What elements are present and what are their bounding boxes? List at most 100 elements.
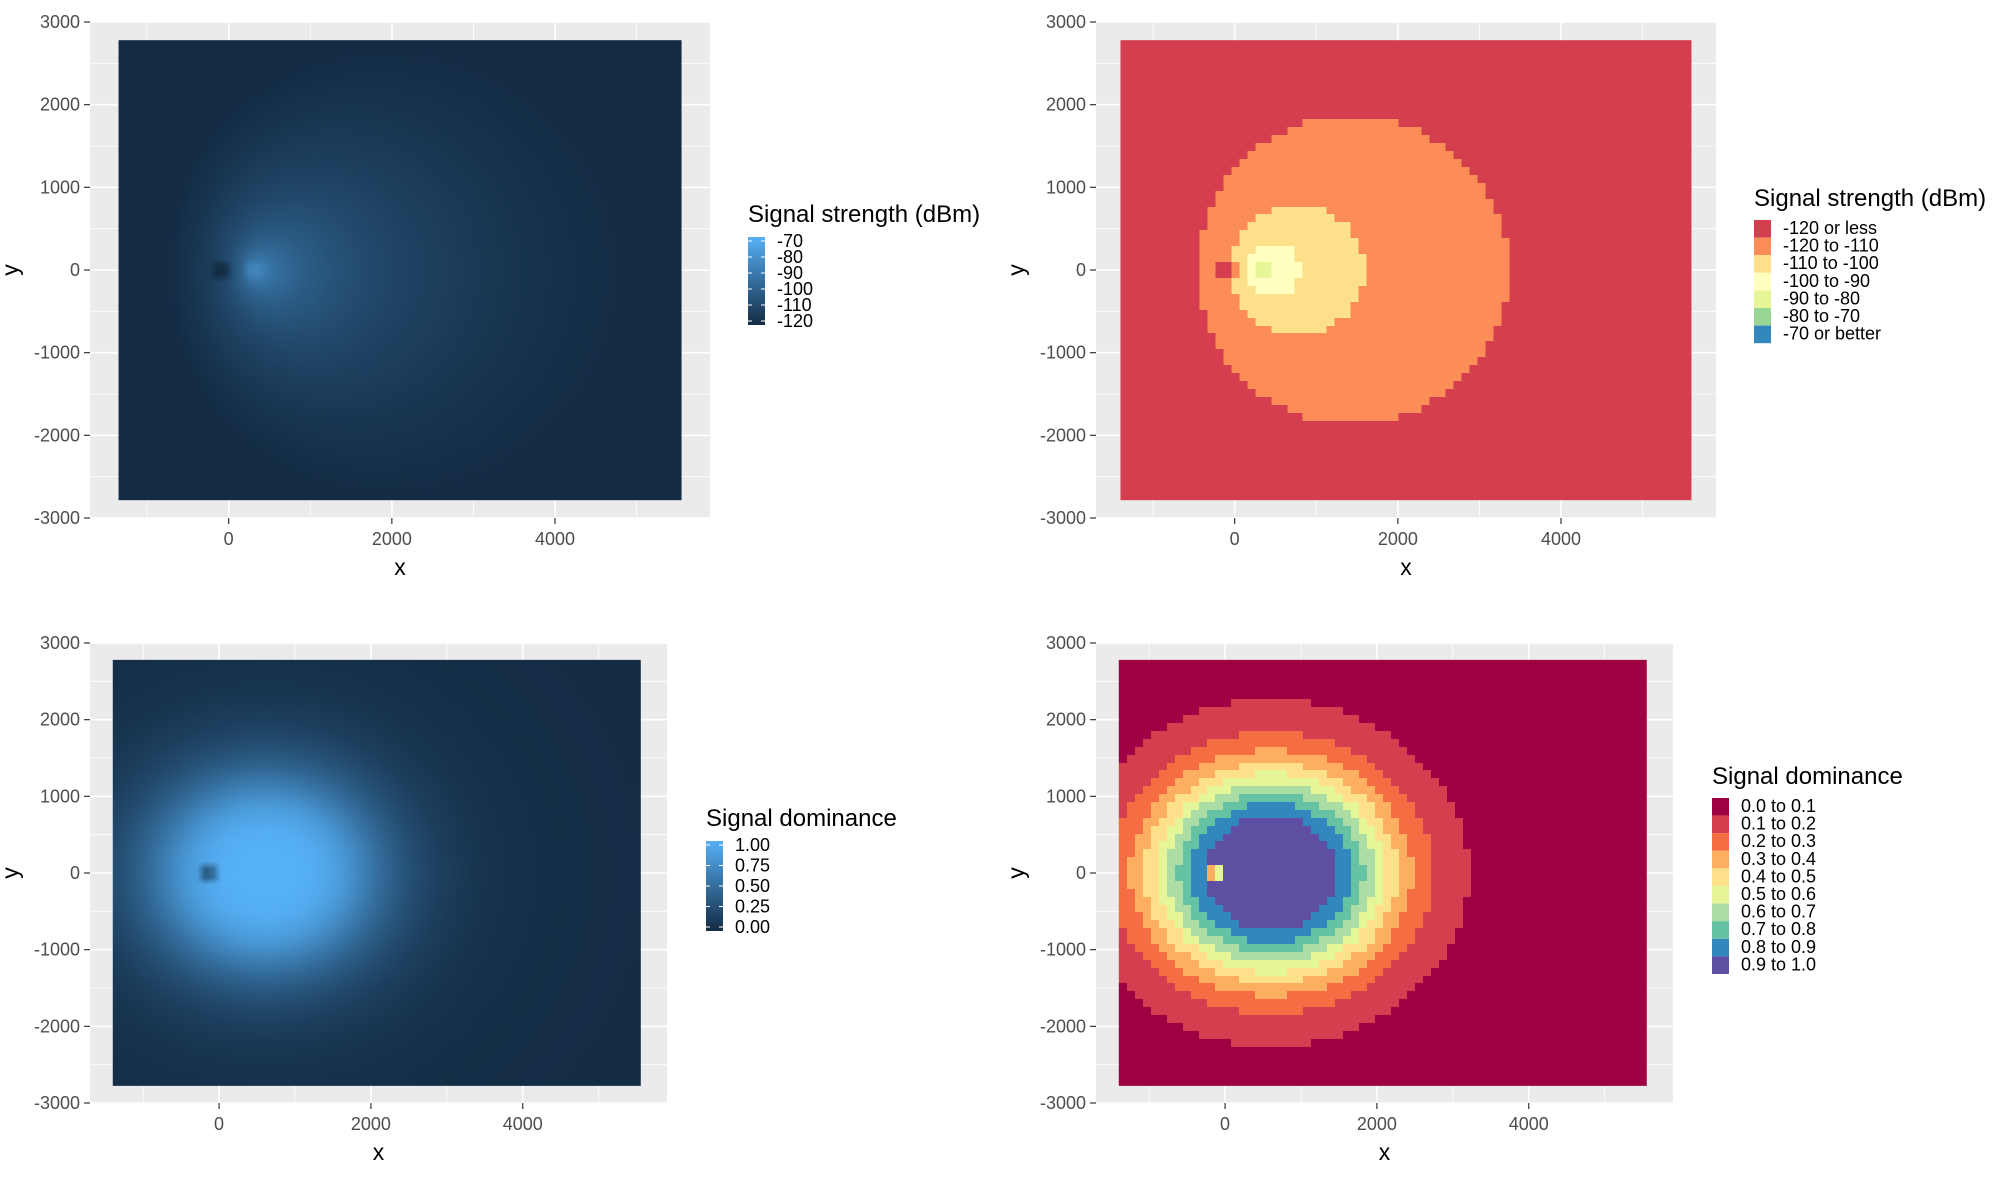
x-tick-label: 0 bbox=[214, 1114, 224, 1134]
panel-p4: 3000 2000 1000 0 -1000 -2000 -3000 0 2000 4000 x y S… bbox=[1003, 633, 1903, 1165]
legend-label: -70 or better bbox=[1783, 324, 1881, 344]
legend-title: Signal dominance bbox=[706, 805, 897, 832]
legend-key bbox=[1712, 868, 1729, 886]
y-tick-label: 0 bbox=[1076, 260, 1086, 280]
legend-key bbox=[1712, 956, 1729, 974]
x-tick-label: 0 bbox=[1220, 1114, 1230, 1134]
x-tick-label: 0 bbox=[1230, 529, 1240, 549]
legend-key bbox=[1712, 815, 1729, 834]
x-axis-title: x bbox=[1379, 1139, 1391, 1165]
y-tick-label: -3000 bbox=[34, 508, 80, 528]
x-tick-label: 2000 bbox=[1357, 1114, 1397, 1134]
x-tick-label: 4000 bbox=[535, 529, 575, 549]
legend-key bbox=[1754, 272, 1771, 291]
legend-key bbox=[1712, 921, 1729, 939]
legend-colorbar bbox=[706, 841, 723, 931]
y-tick-label: 1000 bbox=[1046, 177, 1086, 197]
y-tick-label: 0 bbox=[70, 260, 80, 280]
y-tick-label: -1000 bbox=[34, 343, 80, 363]
legend-title: Signal dominance bbox=[1712, 763, 1903, 790]
y-tick-label: -3000 bbox=[1040, 508, 1086, 528]
y-axis-title: y bbox=[1003, 867, 1029, 879]
legend-label: -120 bbox=[777, 311, 813, 331]
legend-label: -100 bbox=[777, 279, 813, 299]
y-axis-title: y bbox=[0, 867, 23, 879]
y-axis: 3000 2000 1000 0 -1000 -2000 -3000 bbox=[34, 633, 90, 1113]
panel-p3: 3000 2000 1000 0 -1000 -2000 -3000 0 2000 4000 x y S… bbox=[0, 633, 897, 1165]
legend-label: 0.5 to 0.6 bbox=[1741, 884, 1816, 904]
x-tick-label: 4000 bbox=[503, 1114, 543, 1134]
y-tick-label: 2000 bbox=[1046, 710, 1086, 730]
legend-title: Signal strength (dBm) bbox=[748, 201, 980, 228]
legend-key bbox=[1712, 850, 1729, 869]
x-tick-label: 2000 bbox=[351, 1114, 391, 1134]
y-axis: 3000 2000 1000 0 -1000 -2000 -3000 bbox=[1040, 12, 1096, 528]
x-axis: 0 2000 4000 bbox=[1220, 1103, 1549, 1134]
y-tick-label: -2000 bbox=[34, 425, 80, 445]
legend-label: -80 to -70 bbox=[1783, 306, 1860, 326]
y-tick-label: -1000 bbox=[34, 940, 80, 960]
legend-colorbar bbox=[748, 237, 765, 325]
y-tick-label: -2000 bbox=[34, 1016, 80, 1036]
heatmap-raster bbox=[112, 659, 641, 1086]
legend-label: -110 to -100 bbox=[1783, 253, 1879, 273]
legend: Signal strength (dBm) -120 or less-120 to… bbox=[1754, 185, 1986, 344]
y-tick-label: 0 bbox=[70, 863, 80, 883]
y-tick-label: 3000 bbox=[1046, 633, 1086, 653]
y-tick-label: -1000 bbox=[1040, 343, 1086, 363]
legend-label: 0.00 bbox=[735, 917, 770, 937]
legend-key bbox=[1712, 833, 1729, 851]
legend-title: Signal strength (dBm) bbox=[1754, 185, 1986, 212]
legend: Signal dominance 1.000.750.500.250.00 bbox=[706, 805, 897, 937]
y-tick-label: 2000 bbox=[1046, 95, 1086, 115]
x-axis-title: x bbox=[373, 1139, 385, 1165]
y-tick-label: 1000 bbox=[40, 786, 80, 806]
legend-label: 0.4 to 0.5 bbox=[1741, 866, 1816, 886]
legend-label: 1.00 bbox=[735, 835, 770, 855]
y-tick-label: 3000 bbox=[1046, 12, 1086, 32]
legend-label: 0.7 to 0.8 bbox=[1741, 919, 1816, 939]
y-axis: 3000 2000 1000 0 -1000 -2000 -3000 bbox=[1040, 633, 1096, 1113]
legend-label: 0.25 bbox=[735, 897, 770, 917]
y-tick-label: -1000 bbox=[1040, 940, 1086, 960]
y-tick-label: -3000 bbox=[34, 1093, 80, 1113]
y-tick-label: -3000 bbox=[1040, 1093, 1086, 1113]
legend-label: 0.9 to 1.0 bbox=[1741, 954, 1816, 974]
x-tick-label: 0 bbox=[224, 529, 234, 549]
y-axis-title: y bbox=[0, 264, 23, 276]
x-tick-label: 4000 bbox=[1509, 1114, 1549, 1134]
heatmap-raster bbox=[1118, 659, 1647, 1086]
y-tick-label: 3000 bbox=[40, 12, 80, 32]
legend: Signal dominance 0.0 to 0.10.1 to 0.20.2 … bbox=[1712, 763, 1903, 974]
legend-label: 0.50 bbox=[735, 876, 770, 896]
heatmap-raster bbox=[118, 40, 682, 501]
legend-key bbox=[1754, 255, 1771, 273]
panel-p1: 3000 2000 1000 0 -1000 -2000 -3000 0 2000 4000 x y S… bbox=[0, 12, 980, 580]
x-tick-label: 2000 bbox=[372, 529, 412, 549]
legend-label: -120 or less bbox=[1783, 218, 1877, 238]
legend-label: 0.3 to 0.4 bbox=[1741, 849, 1816, 869]
legend-label: -120 to -110 bbox=[1783, 236, 1879, 256]
legend-label: 0.6 to 0.7 bbox=[1741, 902, 1816, 922]
legend-key bbox=[1754, 237, 1771, 256]
y-tick-label: -2000 bbox=[1040, 425, 1086, 445]
legend-label: 0.8 to 0.9 bbox=[1741, 937, 1816, 957]
legend-key bbox=[1712, 903, 1729, 922]
x-tick-label: 2000 bbox=[1378, 529, 1418, 549]
y-axis-title: y bbox=[1003, 264, 1029, 276]
legend-key bbox=[1754, 325, 1771, 344]
legend-key bbox=[1754, 308, 1771, 326]
legend-key bbox=[1712, 798, 1729, 816]
legend-key bbox=[1712, 938, 1729, 957]
legend-label: -70 bbox=[777, 231, 803, 251]
x-axis-title: x bbox=[394, 554, 406, 580]
legend-label: 0.0 to 0.1 bbox=[1741, 796, 1816, 816]
y-tick-label: 3000 bbox=[40, 633, 80, 653]
x-axis-title: x bbox=[1400, 554, 1412, 580]
legend: Signal strength (dBm) -70-80-90-100-110-1… bbox=[748, 201, 980, 331]
y-tick-label: 2000 bbox=[40, 710, 80, 730]
y-tick-label: 1000 bbox=[1046, 786, 1086, 806]
y-tick-label: -2000 bbox=[1040, 1016, 1086, 1036]
legend-label: -100 to -90 bbox=[1783, 271, 1870, 291]
legend-label: -80 bbox=[777, 247, 803, 267]
